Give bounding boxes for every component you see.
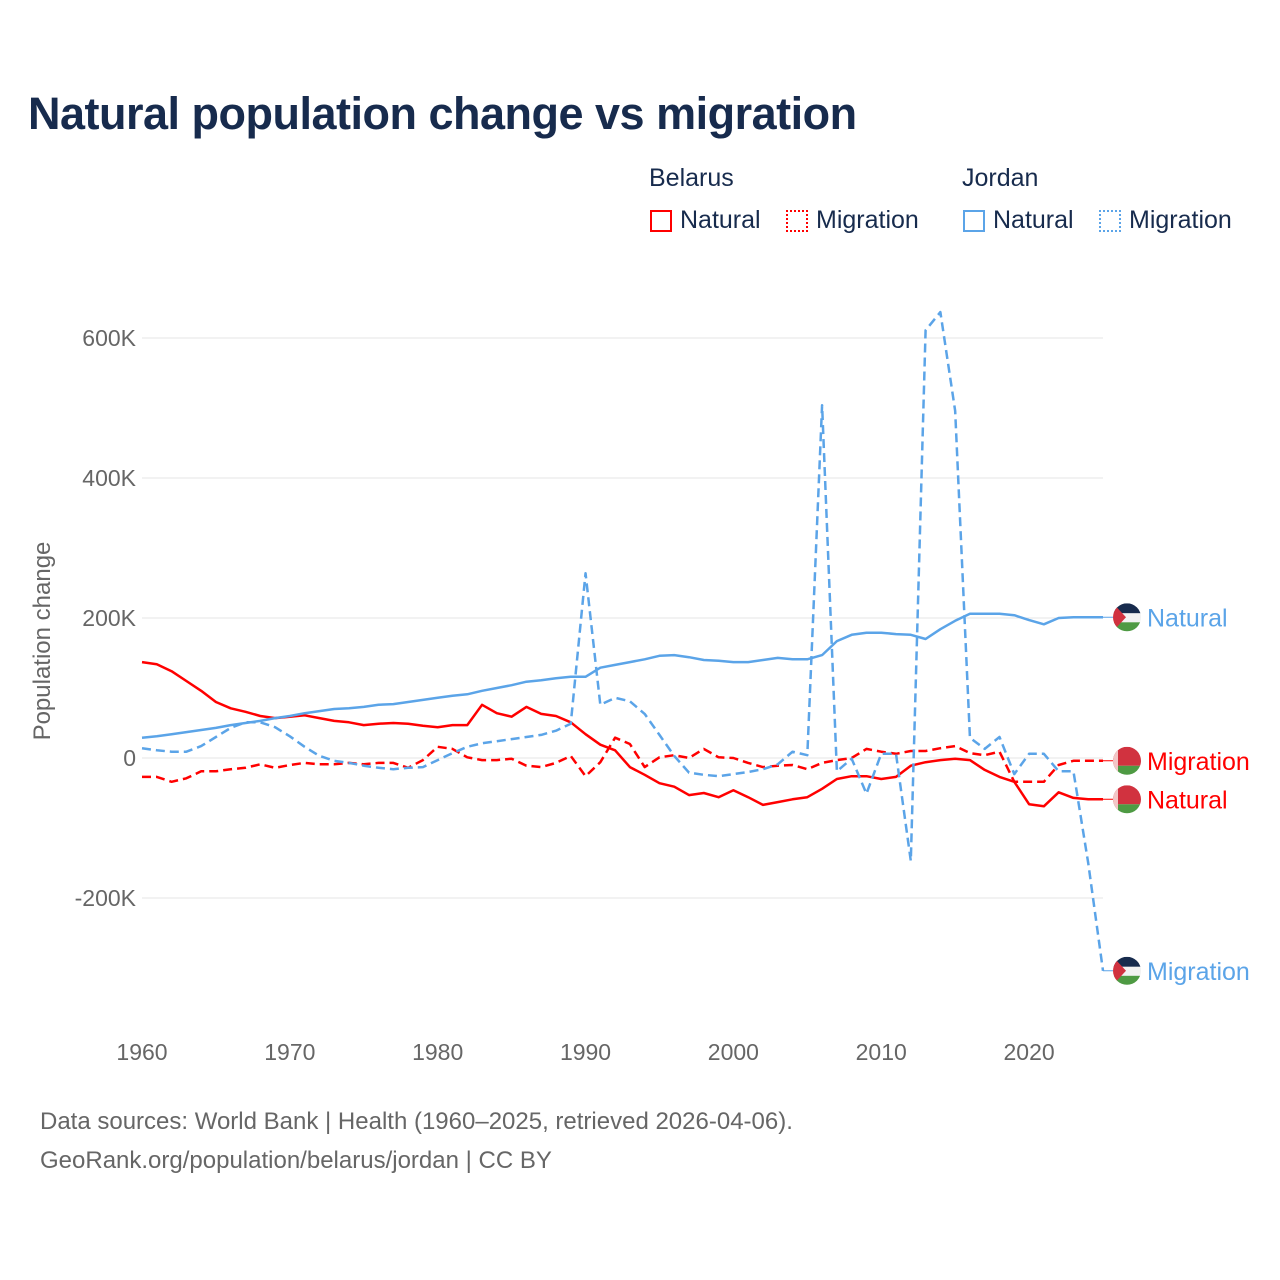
legend-swatch-solid — [650, 209, 672, 232]
flag-ornament — [1113, 785, 1118, 814]
x-tick-label: 1980 — [412, 1039, 463, 1065]
y-tick-label: 400K — [82, 465, 136, 491]
flag-triangle — [1113, 956, 1126, 985]
x-tick-label: 1990 — [560, 1039, 611, 1065]
flag-stripe — [1113, 804, 1141, 814]
legend-group-belarus: Belarus — [649, 164, 734, 192]
series-line-belarus-natural — [141, 660, 1103, 808]
legend-swatch-solid — [963, 209, 985, 232]
series-line-jordan-migration — [141, 310, 1105, 971]
y-tick-label: 0 — [123, 745, 136, 771]
flag-stripe — [1113, 622, 1141, 632]
flag-stripe — [1113, 956, 1141, 967]
jordan-flag-icon — [1113, 956, 1141, 985]
x-tick-label: 1970 — [264, 1039, 315, 1065]
footer-sources: Data sources: World Bank | Health (1960–… — [40, 1108, 793, 1135]
end-label: Natural — [1147, 786, 1228, 814]
legend-label: Migration — [1129, 206, 1232, 234]
flag-stripe — [1113, 613, 1141, 623]
legend-label: Natural — [680, 206, 761, 234]
x-tick-label: 2010 — [856, 1039, 907, 1065]
legend-swatch-dotted — [786, 209, 808, 232]
chart-title: Natural population change vs migration — [28, 88, 857, 139]
series-line-jordan-natural — [141, 612, 1103, 739]
legend-belarus-migration[interactable]: Migration — [786, 206, 919, 235]
y-tick-label: -200K — [75, 885, 137, 911]
flag-triangle — [1113, 603, 1126, 632]
end-label: Migration — [1147, 958, 1250, 986]
flag-stripe — [1113, 746, 1141, 766]
belarus-flag-icon — [1113, 746, 1141, 775]
x-tick-label: 1960 — [116, 1039, 167, 1065]
y-tick-label: 600K — [82, 325, 136, 351]
flag-stripe — [1113, 966, 1141, 976]
legend-label: Migration — [816, 206, 919, 234]
jordan-flag-icon — [1113, 603, 1141, 632]
legend-label: Natural — [993, 206, 1074, 234]
y-axis-label: Population change — [29, 542, 56, 741]
flag-stripe — [1113, 603, 1141, 614]
legend-jordan-natural[interactable]: Natural — [963, 206, 1074, 235]
x-tick-label: 2020 — [1003, 1039, 1054, 1065]
end-label: Migration — [1147, 748, 1250, 776]
legend-swatch-dotted — [1099, 209, 1121, 232]
flag-stripe — [1113, 975, 1141, 985]
legend-group-jordan: Jordan — [962, 164, 1039, 192]
footer-credit: GeoRank.org/population/belarus/jordan | … — [40, 1147, 552, 1174]
flag-ornament — [1113, 746, 1118, 775]
end-label: Natural — [1147, 604, 1228, 632]
legend-jordan-migration[interactable]: Migration — [1099, 206, 1232, 235]
flag-stripe — [1113, 785, 1141, 805]
legend-belarus-natural[interactable]: Natural — [650, 206, 761, 235]
y-tick-label: 200K — [82, 605, 136, 631]
x-tick-label: 2000 — [708, 1039, 759, 1065]
belarus-flag-icon — [1113, 785, 1141, 814]
flag-stripe — [1113, 765, 1141, 775]
